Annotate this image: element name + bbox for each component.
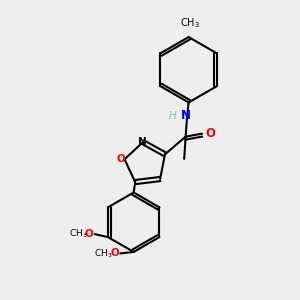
Text: O: O xyxy=(110,248,119,258)
Text: N: N xyxy=(138,137,147,147)
Text: CH$_3$: CH$_3$ xyxy=(180,16,200,30)
Text: CH$_3$: CH$_3$ xyxy=(94,247,113,260)
Text: O: O xyxy=(206,127,216,140)
Text: CH$_3$: CH$_3$ xyxy=(68,228,87,240)
Text: O: O xyxy=(117,154,125,164)
Text: O: O xyxy=(84,229,93,239)
Text: H: H xyxy=(169,111,177,121)
Text: N: N xyxy=(181,109,191,122)
